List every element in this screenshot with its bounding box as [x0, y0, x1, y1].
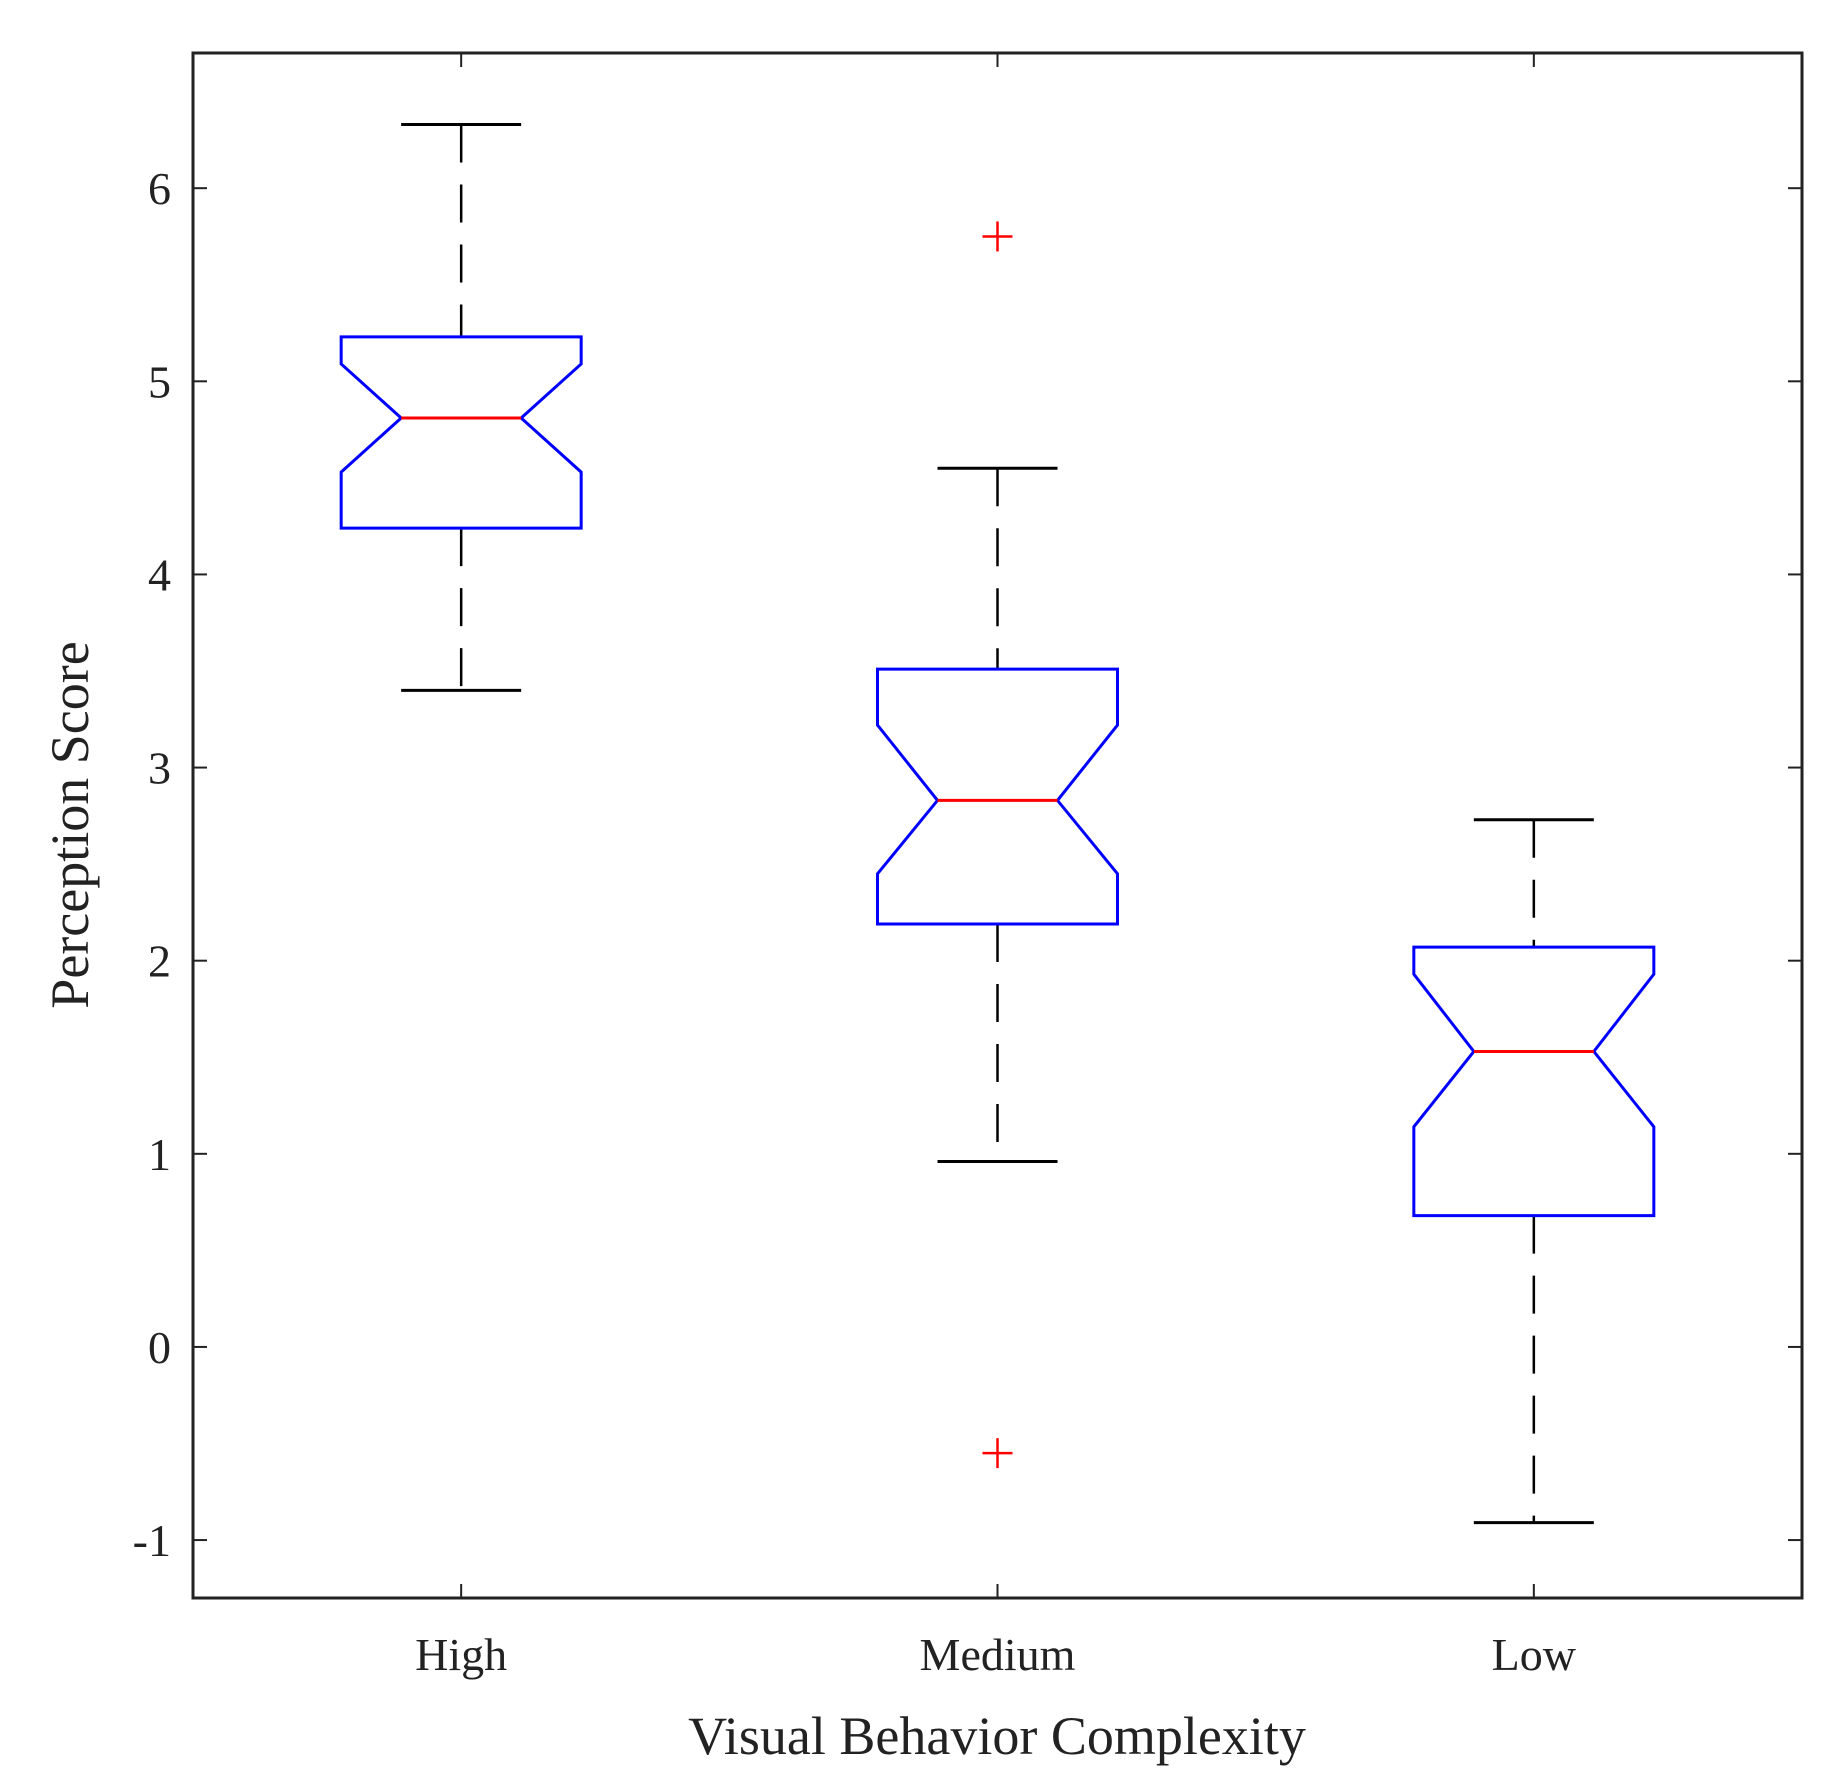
box-group-high [339, 122, 583, 692]
y-tick-label: 3 [148, 743, 171, 794]
outlier-marker [982, 221, 1013, 252]
x-tick-label: Low [1492, 1629, 1577, 1680]
x-tick-label: High [415, 1629, 507, 1680]
x-axis-label: Visual Behavior Complexity [688, 1706, 1306, 1766]
y-tick-label: 4 [148, 549, 171, 600]
y-tick-label: 2 [148, 936, 171, 987]
box-series [339, 122, 1656, 1525]
y-axis-label: Perception Score [40, 641, 100, 1008]
y-tick-label: -1 [133, 1515, 171, 1566]
y-tick-label: 0 [148, 1322, 171, 1373]
y-tick-label: 5 [148, 356, 171, 407]
notched-box [1412, 945, 1656, 1218]
notched-box [876, 667, 1119, 926]
y-axis-ticks: -1 0 1 2 3 4 5 6 [133, 163, 1802, 1566]
x-axis-ticks: High Medium Low [415, 53, 1577, 1680]
y-tick-label: 6 [148, 163, 171, 214]
x-tick-label: Medium [920, 1629, 1076, 1680]
notched-box [339, 335, 583, 530]
box-group-low [1412, 818, 1656, 1525]
outlier-marker [982, 1438, 1013, 1469]
y-tick-label: 1 [148, 1129, 171, 1180]
box-group-medium [876, 221, 1119, 1469]
